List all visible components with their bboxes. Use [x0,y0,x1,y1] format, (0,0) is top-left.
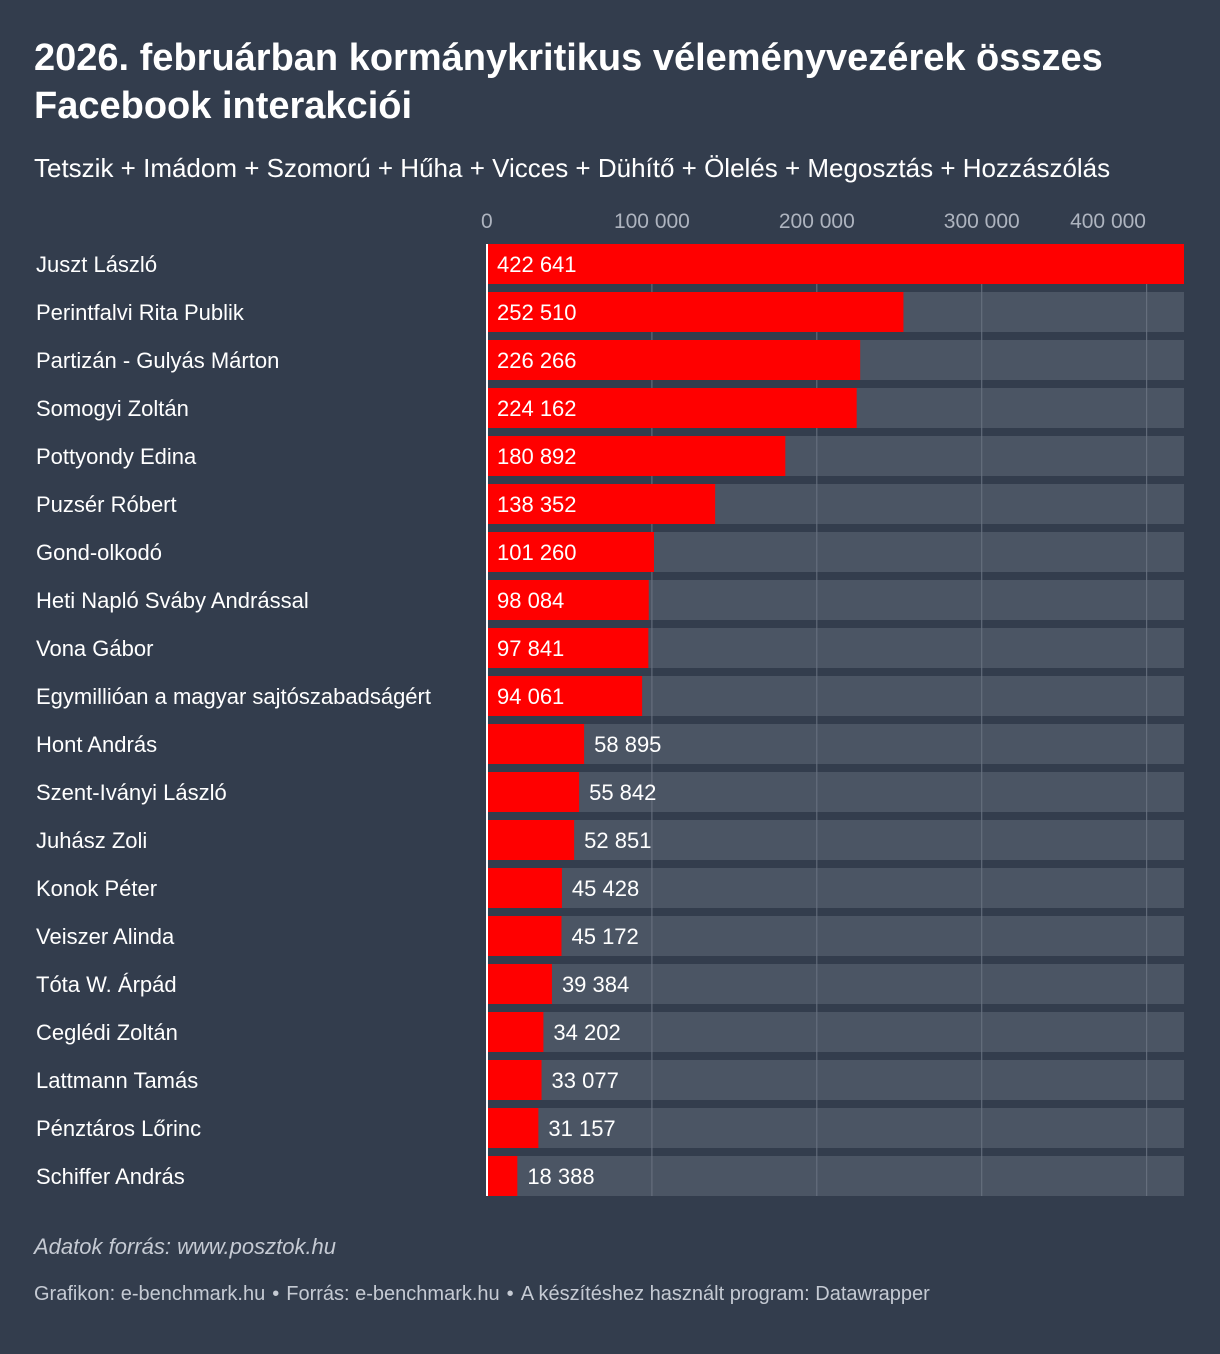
x-tick-label: 0 [481,210,493,233]
bar-track [487,820,1184,860]
footer-credits: Grafikon: e-benchmark.hu • Forrás: e-bench… [34,1283,930,1306]
category-label: Juhász Zoli [36,828,147,853]
category-label: Szent-Iványi László [36,780,227,805]
bar [487,868,562,908]
bar-track [487,964,1184,1004]
category-label: Ceglédi Zoltán [36,1020,178,1045]
bar [487,292,904,332]
x-tick-label: 300 000 [944,210,1020,233]
x-tick-label: 100 000 [614,210,690,233]
category-label: Juszt László [36,252,157,277]
bar [487,916,562,956]
category-label: Gond-olkodó [36,540,162,565]
bar [487,532,654,572]
x-tick-label: 400 000 [1070,210,1146,233]
bar [487,1012,544,1052]
value-label: 45 172 [571,924,638,949]
value-label: 34 202 [553,1020,620,1045]
value-label: 138 352 [497,492,577,517]
value-label: 101 260 [497,540,577,565]
bar-track [487,1060,1184,1100]
category-label: Perintfalvi Rita Publik [36,300,245,325]
bar [487,676,643,716]
value-label: 97 841 [497,636,564,661]
x-tick-label: 200 000 [779,210,855,233]
value-label: 224 162 [497,396,577,421]
bar [487,820,575,860]
bar [487,340,861,380]
category-label: Heti Napló Sváby Andrással [36,588,309,613]
bar [487,388,857,428]
value-label: 55 842 [589,780,656,805]
category-label: Vona Gábor [36,636,153,661]
value-label: 39 384 [562,972,629,997]
bar-track [487,724,1184,764]
bar [487,1156,518,1196]
value-label: 58 895 [594,732,661,757]
category-label: Partizán - Gulyás Márton [36,348,279,373]
value-label: 422 641 [497,252,577,277]
bar [487,580,649,620]
bar [487,964,552,1004]
category-label: Schiffer András [36,1164,185,1189]
value-label: 45 428 [572,876,639,901]
value-label: 252 510 [497,300,577,325]
footer-credit: Grafikon: e-benchmark.hu [34,1283,266,1305]
value-label: 94 061 [497,684,564,709]
category-label: Lattmann Tamás [36,1068,198,1093]
footer-tool: A készítéshez használt program: Datawrap… [520,1283,930,1305]
category-label: Hont András [36,732,157,757]
bar [487,244,1184,284]
bar [487,484,716,524]
value-label: 180 892 [497,444,577,469]
bar [487,1060,542,1100]
category-label: Pénztáros Lőrinc [36,1116,201,1141]
bar-track [487,868,1184,908]
category-label: Egymillióan a magyar sajtószabadságért [36,684,431,709]
x-axis-ticks: 0 100 000 200 000 300 000 400 000 [481,210,1146,233]
footer-separator: • [272,1283,280,1305]
bar-rows: Juszt László 422 641 Perintfalvi Rita Publ… [36,244,1184,1196]
footer-source: Forrás: e-benchmark.hu [286,1283,500,1305]
value-label: 33 077 [552,1068,619,1093]
value-label: 226 266 [497,348,577,373]
bar [487,772,580,812]
chart-subtitle: Tetszik + Imádom + Szomorú + Hűha + Vicc… [34,153,1111,183]
value-label: 98 084 [497,588,564,613]
bar [487,1108,539,1148]
bar-track [487,916,1184,956]
bar-track [487,772,1184,812]
footer-separator: • [506,1283,514,1305]
bar-track [487,1108,1184,1148]
category-label: Pottyondy Edina [36,444,197,469]
data-source-note: Adatok forrás: www.posztok.hu [34,1234,337,1259]
value-label: 52 851 [584,828,651,853]
chart-title: 2026. februárban kormánykritikus vélemén… [34,37,1103,127]
bar [487,628,649,668]
category-label: Tóta W. Árpád [36,972,177,997]
category-label: Konok Péter [36,876,157,901]
bar [487,724,585,764]
category-label: Veiszer Alinda [36,924,175,949]
value-label: 31 157 [548,1116,615,1141]
bar [487,436,786,476]
bar-chart: 0 100 000 200 000 300 000 400 000 Juszt Lász… [36,210,1184,1196]
category-label: Somogyi Zoltán [36,396,189,421]
bar-track [487,1012,1184,1052]
value-label: 18 388 [527,1164,594,1189]
category-label: Puzsér Róbert [36,492,177,517]
bar-track [487,1156,1184,1196]
